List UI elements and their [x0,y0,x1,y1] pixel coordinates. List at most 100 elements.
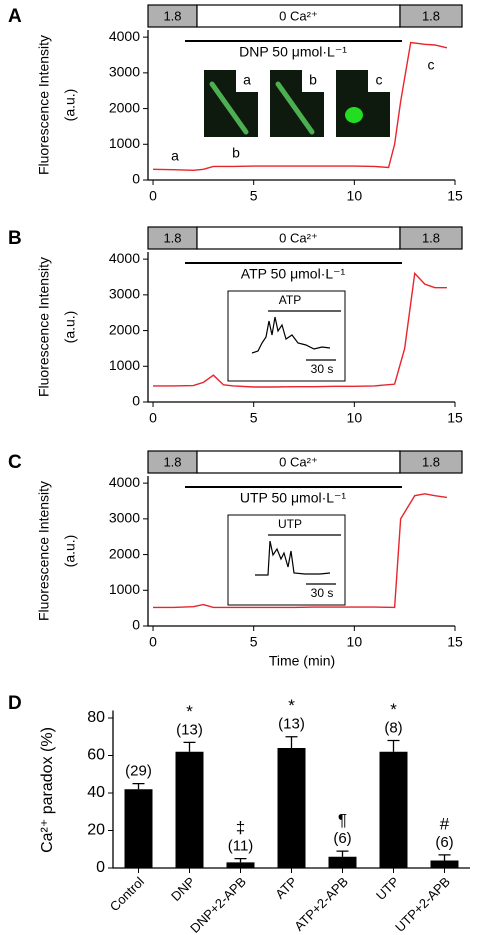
y-tick-label: 40 [87,784,105,801]
panel-letter: C [8,452,22,473]
trace [153,41,448,172]
y-axis-label: (a.u.) [62,535,78,568]
x-tick-label: 0 [149,634,157,650]
sig-label: * [186,702,193,721]
x-tick-label: 5 [250,410,258,426]
y-tick-label: 4000 [109,28,140,44]
x-tick-label: 15 [447,410,463,426]
x-tick-label: 15 [447,634,463,650]
panel-letter: A [8,6,22,27]
solution-label: 1.8 [163,230,181,245]
solution-label: 0 Ca²⁺ [279,454,318,469]
x-tick-label: UTP [373,874,402,903]
bar [277,748,306,868]
solution-box [399,226,463,250]
x-tick-label: 0 [149,410,157,426]
point-label: b [232,145,240,161]
inset-label: UTP [278,517,302,531]
n-label: (29) [125,763,152,780]
solution-label: 0 Ca²⁺ [279,8,318,23]
bar [175,751,204,868]
y-tick-label: 2000 [109,545,140,561]
error-bar [234,857,247,863]
y-tick-label: 3000 [109,510,140,526]
image-label-box [368,70,390,92]
cell [345,107,363,123]
x-tick-label: 5 [250,188,258,204]
y-axis-label: (a.u.) [62,311,78,344]
solution-label: 1.8 [163,8,181,23]
error-bar [387,739,400,752]
bar [379,751,408,868]
solution-box [399,4,463,28]
y-tick-label: 0 [96,859,105,876]
scale-label: 30 s [311,586,334,600]
solution-label: 1.8 [163,454,181,469]
y-tick-label: 3000 [109,286,140,302]
y-axis-label: Fluorescence Intensity [36,481,52,621]
panel-letter: B [8,228,22,249]
x-tick-label: ATP [272,874,300,902]
bar [124,789,153,868]
solution-box [399,450,463,474]
image-label-box [302,70,324,92]
y-tick-label: 1000 [109,581,140,597]
x-tick-label: 0 [149,188,157,204]
image-label: b [309,72,317,88]
y-tick-label: 20 [87,822,105,839]
solution-label: 1.8 [422,454,440,469]
sig-label: # [440,814,450,833]
bar [328,856,357,868]
y-tick-label: 4000 [109,250,140,266]
image-label-box [236,70,258,92]
y-tick-label: 1000 [109,135,140,151]
x-tick-label: 10 [347,634,363,650]
y-tick-label: 2000 [109,321,140,337]
y-axis-label: (a.u.) [62,89,78,122]
y-tick-label: 1000 [109,357,140,373]
cell [275,81,315,135]
error-bar [132,782,145,790]
scale-label: 30 s [311,362,334,376]
inset-trace [255,540,331,576]
sig-label: * [288,696,295,715]
inset-label: ATP [279,293,301,307]
y-tick-label: 80 [87,709,105,726]
n-label: (6) [435,834,453,851]
n-label: (8) [384,719,402,736]
x-tick-label: Control [107,874,147,914]
error-bar [285,736,298,748]
x-tick-label: 5 [250,634,258,650]
solution-label: 1.8 [422,230,440,245]
x-tick-label: 15 [447,188,463,204]
drug-label: DNP 50 μmol·L⁻¹ [239,44,347,60]
n-label: (13) [176,721,203,738]
image-label: a [243,72,251,88]
trace [153,271,447,388]
y-tick-label: 0 [132,617,140,633]
y-axis-label: Fluorescence Intensity [36,257,52,397]
y-tick-label: 4000 [109,474,140,490]
n-label: (6) [333,830,351,847]
x-tick-label: UTP+2-APB [392,874,453,935]
n-label: (13) [278,716,305,733]
y-tick-label: 3000 [109,64,140,80]
error-bar [438,854,451,861]
bar [226,862,255,868]
y-axis-label: Ca²⁺ paradox (%) [39,727,56,853]
inset-box [227,290,346,382]
image-label: c [376,72,383,88]
inset-trace [251,316,331,354]
drug-label: UTP 50 μmol·L⁻¹ [240,490,347,506]
sig-label: ¶ [338,811,347,830]
y-tick-label: 2000 [109,99,140,115]
solution-label: 1.8 [422,8,440,23]
y-tick-label: 0 [132,171,140,187]
x-tick-label: 10 [347,410,363,426]
trace [153,493,448,609]
x-tick-label: ATP+2-APB [291,874,351,934]
y-axis-label: Fluorescence Intensity [36,35,52,175]
solution-label: 0 Ca²⁺ [279,230,318,245]
sig-label: ‡ [236,818,245,837]
